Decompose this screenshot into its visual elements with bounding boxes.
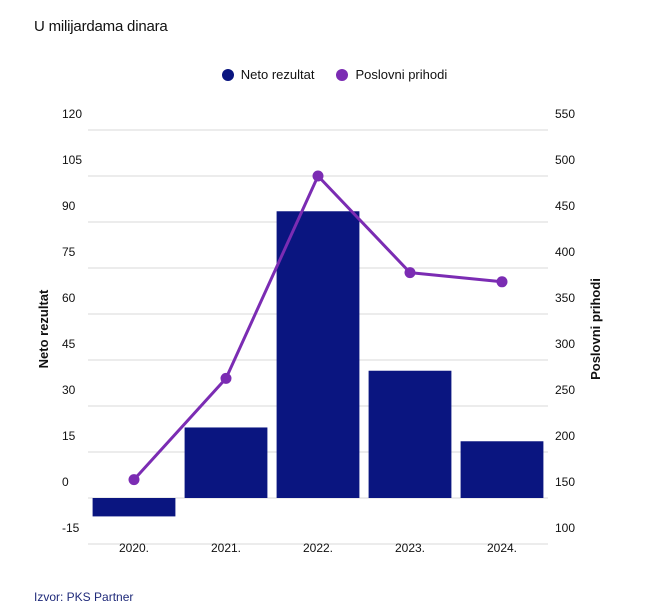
- bar-neto-rezultat: [276, 211, 360, 498]
- y-tick-left-label: 60: [62, 291, 76, 305]
- point-poslovni-prihodi: [404, 267, 416, 279]
- legend-swatch-bar: [221, 68, 234, 81]
- chart-subtitle: U milijardama dinara: [34, 18, 168, 35]
- bar-neto-rezultat: [368, 370, 452, 498]
- y-tick-right-label: 350: [555, 291, 575, 305]
- point-poslovni-prihodi: [496, 276, 508, 288]
- y-tick-left-label: 75: [62, 245, 76, 259]
- legend-item-neto-rezultat: Neto rezultat: [221, 67, 315, 82]
- y-tick-left-label: 120: [62, 107, 82, 121]
- y-tick-right-label: 300: [555, 337, 575, 351]
- y-tick-left-label: 90: [62, 199, 76, 213]
- y-tick-left-label: 30: [62, 383, 76, 397]
- y-axis-left-title: Neto rezultat: [36, 289, 51, 368]
- y-tick-right-label: 150: [555, 475, 575, 489]
- source-note: Izvor: PKS Partner: [34, 590, 134, 604]
- y-tick-right-label: 400: [555, 245, 575, 259]
- x-tick-label: 2024.: [487, 541, 517, 555]
- y-tick-left-label: 105: [62, 153, 82, 167]
- legend-swatch-line: [336, 68, 349, 81]
- point-poslovni-prihodi: [128, 474, 140, 486]
- y-axis-right-title: Poslovni prihodi: [588, 278, 603, 380]
- bar-neto-rezultat: [184, 427, 268, 498]
- y-tick-left-label: 45: [62, 337, 76, 351]
- y-tick-left-label: 15: [62, 429, 76, 443]
- y-tick-right-label: 100: [555, 521, 575, 535]
- y-tick-left-label: 0: [62, 475, 69, 489]
- y-tick-right-label: 200: [555, 429, 575, 443]
- point-poslovni-prihodi: [312, 170, 324, 182]
- x-tick-label: 2022.: [303, 541, 333, 555]
- y-tick-right-label: 500: [555, 153, 575, 167]
- x-tick-label: 2023.: [395, 541, 425, 555]
- legend-label-poslovni-prihodi: Poslovni prihodi: [355, 67, 448, 82]
- x-tick-label: 2021.: [211, 541, 241, 555]
- chart-legend: Neto rezultat Poslovni prihodi: [0, 67, 669, 82]
- bar-neto-rezultat: [92, 498, 176, 517]
- point-poslovni-prihodi: [220, 372, 232, 384]
- x-tick-label: 2020.: [119, 541, 149, 555]
- legend-item-poslovni-prihodi: Poslovni prihodi: [336, 67, 447, 82]
- y-tick-right-label: 250: [555, 383, 575, 397]
- y-tick-right-label: 550: [555, 107, 575, 121]
- y-tick-left-label: -15: [62, 521, 80, 535]
- y-tick-right-label: 450: [555, 199, 575, 213]
- legend-label-neto-rezultat: Neto rezultat: [240, 67, 315, 82]
- bar-neto-rezultat: [460, 441, 544, 498]
